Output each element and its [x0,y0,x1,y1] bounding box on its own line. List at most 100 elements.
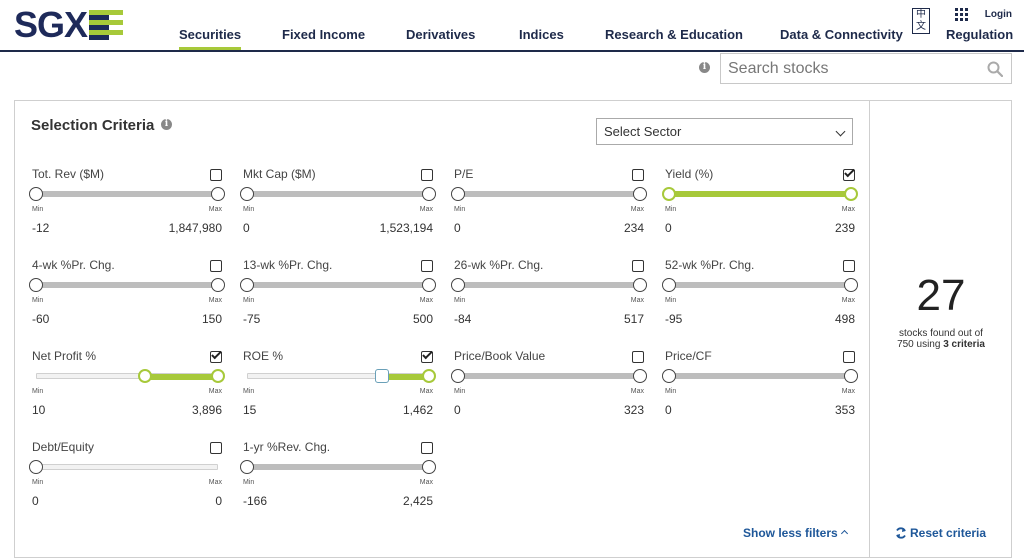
nav-fixed-income[interactable]: Fixed Income [282,27,366,42]
range-max-value: 150 [201,312,222,326]
chevron-down-icon [835,126,846,137]
range-max-handle[interactable] [633,369,647,383]
max-label: Max [419,206,433,213]
range-max-handle[interactable] [422,369,436,383]
range-slider-track[interactable] [669,191,851,197]
check-icon [844,166,855,178]
range-min-handle[interactable] [662,369,676,383]
nav-regulation[interactable]: Regulation [946,27,1014,42]
filter-checkbox[interactable] [421,260,433,272]
reset-criteria-button[interactable]: Reset criteria [895,526,986,540]
filter-checkbox[interactable] [421,348,433,363]
range-slider-track[interactable] [36,373,218,380]
range-min-handle[interactable] [29,187,43,201]
range-slider-track[interactable] [458,282,640,288]
filter-label: Tot. Rev ($M) [32,167,105,181]
nav-indices[interactable]: Indices [519,27,564,42]
filter-checkbox[interactable] [632,351,644,363]
filter-price-cf: Price/CF Min Max 0 353 [662,349,858,429]
range-min-handle[interactable] [29,460,43,474]
range-slider-track[interactable] [36,282,218,288]
search-icon[interactable] [987,61,1003,77]
nav-derivatives[interactable]: Derivatives [406,27,476,42]
chevron-up-icon [840,529,848,538]
filter-checkbox[interactable] [421,442,433,454]
range-max-handle[interactable] [422,460,436,474]
filter-label: P/E [454,167,474,181]
range-min-handle[interactable] [240,460,254,474]
filter-checkbox[interactable] [210,348,222,363]
range-min-handle[interactable] [374,369,389,383]
range-min-value: 0 [32,494,39,508]
filter-label: ROE % [243,349,284,363]
sgx-logo[interactable]: SGX [14,6,124,44]
criteria-info-icon[interactable]: i [161,119,172,130]
filter-checkbox[interactable] [843,351,855,363]
filter-checkbox[interactable] [210,260,222,272]
filter-label: 52-wk %Pr. Chg. [665,258,755,272]
range-slider-track[interactable] [247,191,429,197]
filter-checkbox[interactable] [843,260,855,272]
check-icon [211,348,222,360]
range-min-handle[interactable] [662,187,676,201]
range-slider-track[interactable] [458,191,640,197]
max-label: Max [841,388,855,395]
range-max-value: 517 [623,312,644,326]
language-switch[interactable]: 中文 [912,8,930,34]
min-label: Min [243,297,255,304]
nav-securities[interactable]: Securities [179,26,242,50]
range-min-handle[interactable] [451,278,465,292]
filter-label: Price/CF [665,349,712,363]
range-slider-track[interactable] [36,464,218,470]
range-min-handle[interactable] [451,369,465,383]
filter-checkbox[interactable] [632,260,644,272]
refresh-icon [896,527,906,539]
filter-checkbox[interactable] [210,442,222,454]
min-label: Min [243,388,255,395]
range-min-value: -166 [243,494,268,508]
min-label: Min [32,206,44,213]
range-max-handle[interactable] [844,187,858,201]
range-slider-track[interactable] [36,191,218,197]
range-max-handle[interactable] [633,278,647,292]
range-max-handle[interactable] [844,369,858,383]
range-max-value: 234 [623,221,644,235]
filter-label: Mkt Cap ($M) [243,167,316,181]
range-max-value: 3,896 [191,403,222,417]
nav-data-connectivity[interactable]: Data & Connectivity [780,27,903,42]
range-min-handle[interactable] [138,369,153,383]
apps-grid-icon[interactable] [955,8,968,21]
range-min-handle[interactable] [240,278,254,292]
range-max-handle[interactable] [211,278,225,292]
range-max-handle[interactable] [844,278,858,292]
range-max-handle[interactable] [211,187,225,201]
filter-checkbox[interactable] [843,166,855,181]
filter-checkbox[interactable] [421,169,433,181]
range-slider-track[interactable] [247,373,429,380]
show-less-filters-link[interactable]: Show less filters [743,526,848,540]
range-max-handle[interactable] [422,187,436,201]
nav-research-education[interactable]: Research & Education [605,27,743,42]
range-min-handle[interactable] [451,187,465,201]
min-label: Min [665,206,677,213]
range-slider-track[interactable] [247,464,429,470]
login-link[interactable]: Login [984,9,1012,20]
sector-select-value: Select Sector [604,124,682,139]
range-min-handle[interactable] [29,278,43,292]
filter-checkbox[interactable] [210,169,222,181]
range-max-handle[interactable] [633,187,647,201]
range-slider-track[interactable] [458,373,640,379]
range-min-handle[interactable] [240,187,254,201]
search-input[interactable] [721,54,976,83]
filter-checkbox[interactable] [632,169,644,181]
range-max-value: 500 [412,312,433,326]
range-slider-track[interactable] [669,282,851,288]
sector-select[interactable]: Select Sector [596,118,853,145]
range-slider-track[interactable] [247,282,429,288]
search-info-icon[interactable]: i [699,62,710,73]
range-slider-track[interactable] [669,373,851,379]
range-min-handle[interactable] [662,278,676,292]
filter-52-wk-pr-chg: 52-wk %Pr. Chg. Min Max -95 498 [662,258,858,338]
range-max-handle[interactable] [211,369,225,383]
range-max-handle[interactable] [422,278,436,292]
